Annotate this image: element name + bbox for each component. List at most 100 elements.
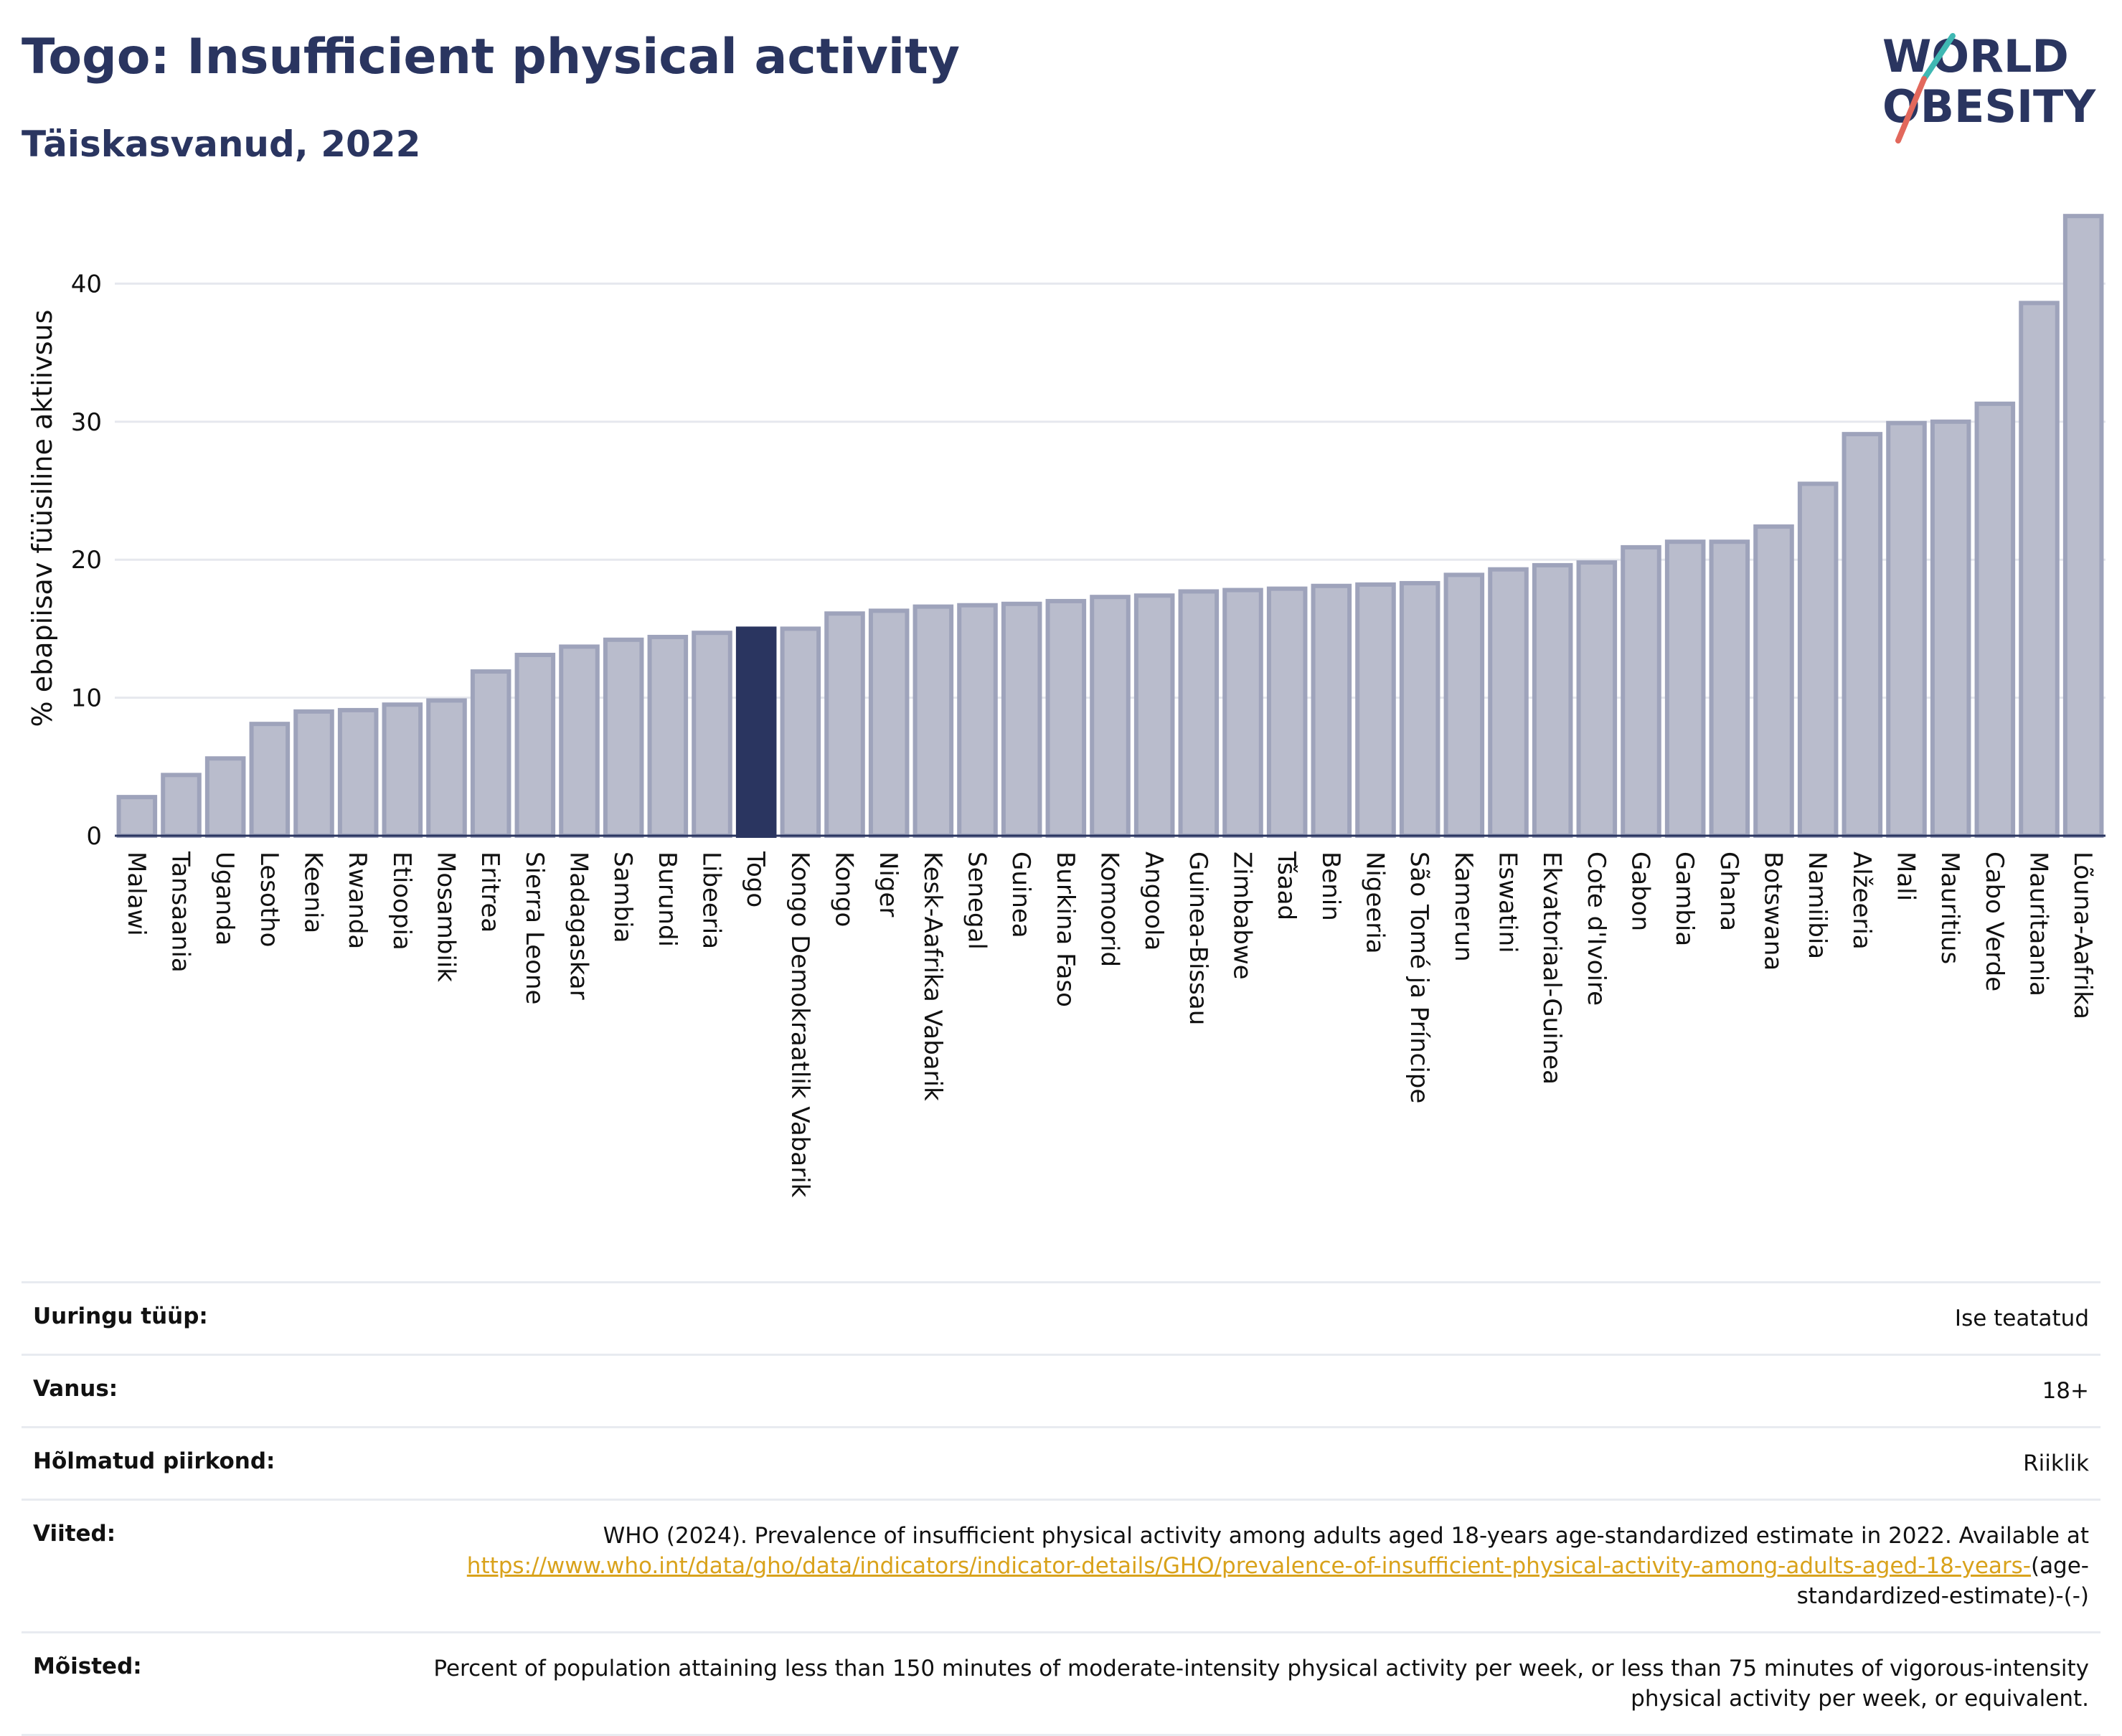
- bar: [1709, 539, 1750, 839]
- world-obesity-logo: WORLD OBESITY: [1882, 30, 2096, 143]
- x-tick-label: Libeeria: [697, 852, 726, 949]
- bar: [1842, 432, 1883, 838]
- y-tick-label: 0: [86, 822, 102, 851]
- y-tick-label: 10: [71, 684, 102, 713]
- bar: [1797, 481, 1839, 838]
- x-tick-label: Cabo Verde: [1980, 852, 2009, 991]
- x-tick-label: Eswatini: [1494, 852, 1522, 953]
- x-tick-label: Burundi: [653, 852, 682, 947]
- x-tick-label: Lesotho: [255, 852, 283, 947]
- x-tick-label: Kongo Demokraatlik Vabarik: [786, 852, 814, 1198]
- meta-row-region: Hõlmatud piirkond: Riiklik: [22, 1426, 2100, 1499]
- x-tick-label: Mauritius: [1935, 852, 1964, 964]
- bar: [426, 698, 467, 839]
- x-tick-label: Mosambiik: [432, 852, 461, 982]
- x-tick-label: Malawi: [122, 852, 151, 936]
- x-tick-label: Burkina Faso: [1051, 852, 1080, 1007]
- x-tick-label: Kongo: [830, 852, 859, 927]
- page-subtitle: Täiskasvanud, 2022: [22, 123, 421, 165]
- meta-row-age: Vanus: 18+: [22, 1354, 2100, 1426]
- x-tick-label: Eritrea: [476, 852, 504, 933]
- x-tick-label: Ghana: [1715, 852, 1743, 931]
- y-axis-label: % ebapiisav füüsiline aktiivsus: [27, 310, 58, 727]
- x-tick-label: Gambia: [1670, 852, 1699, 946]
- bar: [780, 626, 821, 838]
- x-tick-label: Alžeeria: [1847, 852, 1876, 950]
- bar: [559, 644, 600, 838]
- x-tick-label: São Tomé ja Príncipe: [1405, 852, 1433, 1103]
- bar: [204, 756, 246, 838]
- bar: [249, 722, 291, 838]
- bar-chart: 0 10 20 30 40 Malawi Tansaania Uganda Lesotho Ke…: [27, 214, 2106, 1198]
- bar: [116, 795, 158, 838]
- bar: [1178, 589, 1220, 839]
- x-tick-label: Guinea: [1006, 852, 1035, 938]
- x-tick-label: Keenia: [299, 852, 328, 933]
- logo-line1: WORLD: [1882, 30, 2069, 82]
- x-tick-label: Gabon: [1626, 852, 1655, 931]
- bar: [382, 702, 423, 839]
- reference-link[interactable]: https://www.who.int/data/gho/data/indica…: [466, 1553, 2031, 1579]
- x-tick-label: Madagaskar: [565, 852, 593, 1000]
- meta-row-definitions: Mõisted: Percent of population attaining…: [22, 1631, 2100, 1736]
- x-tick-label: Guinea-Bissau: [1184, 852, 1212, 1025]
- bar: [1355, 582, 1396, 838]
- bar: [1133, 593, 1175, 838]
- x-tick-label: Lõuna-Aafrika: [2068, 852, 2097, 1019]
- x-tick-label: Benin: [1316, 852, 1345, 921]
- bar: [1576, 560, 1618, 839]
- bar: [293, 709, 334, 839]
- bar: [1399, 580, 1440, 838]
- x-tick-label: Uganda: [210, 852, 239, 945]
- bars: [116, 214, 2104, 839]
- page-title: Togo: Insufficient physical activity: [22, 29, 960, 85]
- bar: [2062, 214, 2104, 839]
- meta-row-references: Viited: WHO (2024). Prevalence of insuff…: [22, 1499, 2100, 1631]
- x-tick-label: Kesk-Aafrika Vabarik: [918, 852, 947, 1101]
- x-tick-label: Botswana: [1759, 852, 1788, 971]
- bar: [161, 773, 202, 839]
- bar: [1443, 572, 1485, 838]
- x-tick-label: Mali: [1892, 852, 1920, 901]
- bar: [1488, 567, 1529, 838]
- bar: [957, 603, 998, 839]
- reference-tail: (age-standardized-estimate)-(-): [1796, 1553, 2089, 1609]
- bar: [1664, 539, 1706, 839]
- bar: [913, 604, 954, 838]
- x-tick-label: Senegal: [963, 852, 991, 950]
- x-tick-label: Komoorid: [1095, 852, 1124, 967]
- x-tick-label: Tšaad: [1272, 851, 1301, 920]
- x-tick-label: Namiibia: [1803, 852, 1831, 959]
- bar: [1886, 420, 1927, 838]
- bar: [1222, 588, 1263, 838]
- bar: [470, 669, 511, 838]
- bar: [1266, 586, 1308, 838]
- y-tick-label: 30: [71, 408, 102, 437]
- meta-value: 18+: [2042, 1378, 2089, 1404]
- bar: [514, 652, 556, 839]
- bar: [1045, 598, 1087, 838]
- meta-value: WHO (2024). Prevalence of insufficient p…: [392, 1521, 2089, 1611]
- x-tick-label: Niger: [874, 852, 902, 917]
- bar: [337, 707, 379, 838]
- bar: [692, 631, 732, 838]
- bar: [1001, 601, 1042, 838]
- meta-key: Mõisted:: [33, 1654, 142, 1679]
- meta-value: Ise teatatud: [1954, 1306, 2089, 1331]
- bar: [647, 634, 689, 839]
- metadata-table: Uuringu tüüp: Ise teatatud Vanus: 18+ Hõ…: [22, 1281, 2100, 1736]
- bar: [1753, 524, 1794, 838]
- meta-row-survey-type: Uuringu tüüp: Ise teatatud: [22, 1281, 2100, 1354]
- meta-value: Percent of population attaining less tha…: [433, 1656, 2089, 1712]
- bar: [868, 608, 910, 838]
- y-tick-label: 40: [71, 270, 102, 298]
- bar: [2019, 301, 2060, 838]
- meta-key: Hõlmatud piirkond:: [33, 1448, 275, 1474]
- bar: [1930, 419, 1971, 838]
- x-tick-label: Togo: [741, 851, 770, 907]
- x-tick-label: Angoola: [1139, 852, 1168, 950]
- x-tick-label: Tansaania: [166, 851, 195, 973]
- x-axis-labels: Malawi Tansaania Uganda Lesotho Keenia Rwanda…: [122, 851, 2097, 1198]
- x-tick-label: Sierra Leone: [520, 852, 549, 1004]
- x-tick-label: Nigeeria: [1361, 852, 1390, 954]
